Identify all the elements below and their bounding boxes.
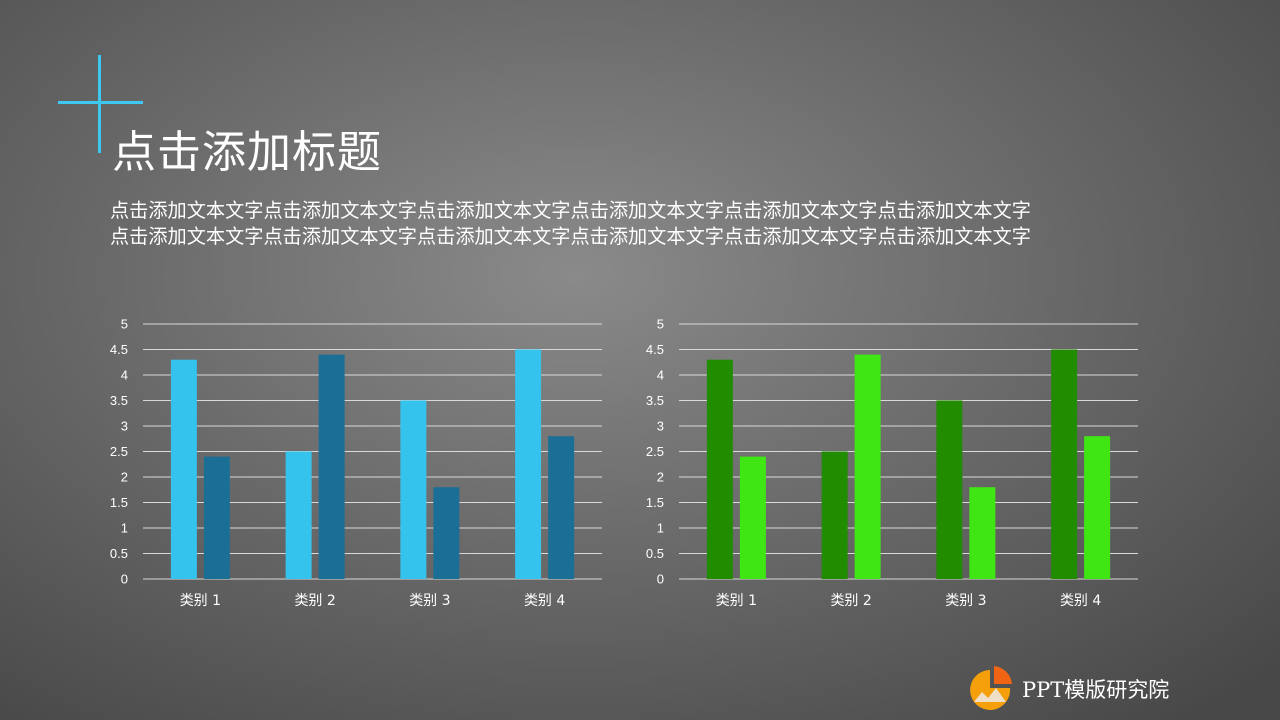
logo-text: PPT模版研究院 — [1022, 678, 1170, 702]
y-tick-label: 0.5 — [646, 546, 664, 561]
decorative-cross-vertical — [98, 55, 101, 153]
y-tick-label: 2 — [657, 470, 664, 485]
x-tick-label: 类别 1 — [716, 593, 757, 609]
bar-series1-cat2 — [821, 451, 848, 579]
bar-series1-cat2 — [285, 451, 312, 579]
y-tick-label: 2.5 — [646, 444, 664, 459]
y-tick-label: 4.5 — [110, 342, 128, 357]
bar-chart-left-svg: 0 0.5 1 1.5 2 2.5 3 3.5 4 4.5 5 类别 1 类别 2 类别 3 类别 4 — [110, 317, 602, 609]
x-tick-label: 类别 3 — [409, 593, 450, 609]
x-tick-label: 类别 2 — [294, 593, 335, 609]
y-tick-label: 0.5 — [110, 546, 128, 561]
y-tick-label: 3.5 — [646, 393, 664, 408]
y-tick-label: 3 — [657, 419, 664, 434]
x-tick-label: 类别 4 — [1060, 593, 1101, 609]
slide-body-text[interactable]: 点击添加文本文字点击添加文本文字点击添加文本文字点击添加文本文字点击添加文本文字… — [110, 198, 1170, 250]
bar-chart-left[interactable]: 0 0.5 1 1.5 2 2.5 3 3.5 4 4.5 5 类别 1 类别 2 类别 3 类别 4 — [100, 312, 610, 622]
y-tick-label: 0 — [657, 572, 664, 587]
pie-chart-logo-icon — [970, 666, 1012, 710]
y-tick-label: 1.5 — [110, 495, 128, 510]
y-tick-label: 4 — [121, 368, 128, 383]
slide-title[interactable]: 点击添加标题 — [112, 127, 382, 178]
y-tick-label: 5 — [657, 317, 664, 332]
bar-series1-cat1 — [170, 359, 197, 579]
bar-series2-cat2 — [318, 354, 345, 579]
bar-series1-cat4 — [515, 349, 542, 579]
y-tick-label: 0 — [121, 572, 128, 587]
bar-series2-cat4 — [548, 436, 575, 579]
bar-chart-right-svg: 0 0.5 1 1.5 2 2.5 3 3.5 4 4.5 5 类别 1 类别 2 类别 3 类别 4 — [646, 317, 1138, 609]
y-tick-label: 1 — [657, 521, 664, 536]
bar-series2-cat1 — [739, 456, 766, 579]
y-tick-label: 3 — [121, 419, 128, 434]
bar-series1-cat3 — [936, 400, 963, 579]
y-tick-label: 3.5 — [110, 393, 128, 408]
x-tick-label: 类别 3 — [945, 593, 986, 609]
bar-series1-cat4 — [1051, 349, 1078, 579]
bar-series1-cat3 — [400, 400, 427, 579]
body-line-2: 点击添加文本文字点击添加文本文字点击添加文本文字点击添加文本文字点击添加文本文字… — [110, 225, 1031, 248]
bar-series1-cat1 — [706, 359, 733, 579]
y-tick-label: 1 — [121, 521, 128, 536]
y-tick-label: 4.5 — [646, 342, 664, 357]
y-tick-label: 2.5 — [110, 444, 128, 459]
y-tick-label: 2 — [121, 470, 128, 485]
x-tick-label: 类别 1 — [180, 593, 221, 609]
decorative-cross-horizontal — [58, 101, 143, 104]
y-tick-label: 5 — [121, 317, 128, 332]
y-tick-label: 4 — [657, 368, 664, 383]
body-line-1: 点击添加文本文字点击添加文本文字点击添加文本文字点击添加文本文字点击添加文本文字… — [110, 199, 1031, 222]
x-tick-label: 类别 2 — [830, 593, 871, 609]
bar-series2-cat2 — [854, 354, 881, 579]
bar-series2-cat3 — [969, 487, 996, 579]
bar-series2-cat1 — [203, 456, 230, 579]
y-tick-label: 1.5 — [646, 495, 664, 510]
bar-series2-cat4 — [1084, 436, 1111, 579]
bar-chart-right[interactable]: 0 0.5 1 1.5 2 2.5 3 3.5 4 4.5 5 类别 1 类别 2 类别 3 类别 4 — [636, 312, 1146, 622]
x-tick-label: 类别 4 — [524, 593, 565, 609]
bar-series2-cat3 — [433, 487, 460, 579]
